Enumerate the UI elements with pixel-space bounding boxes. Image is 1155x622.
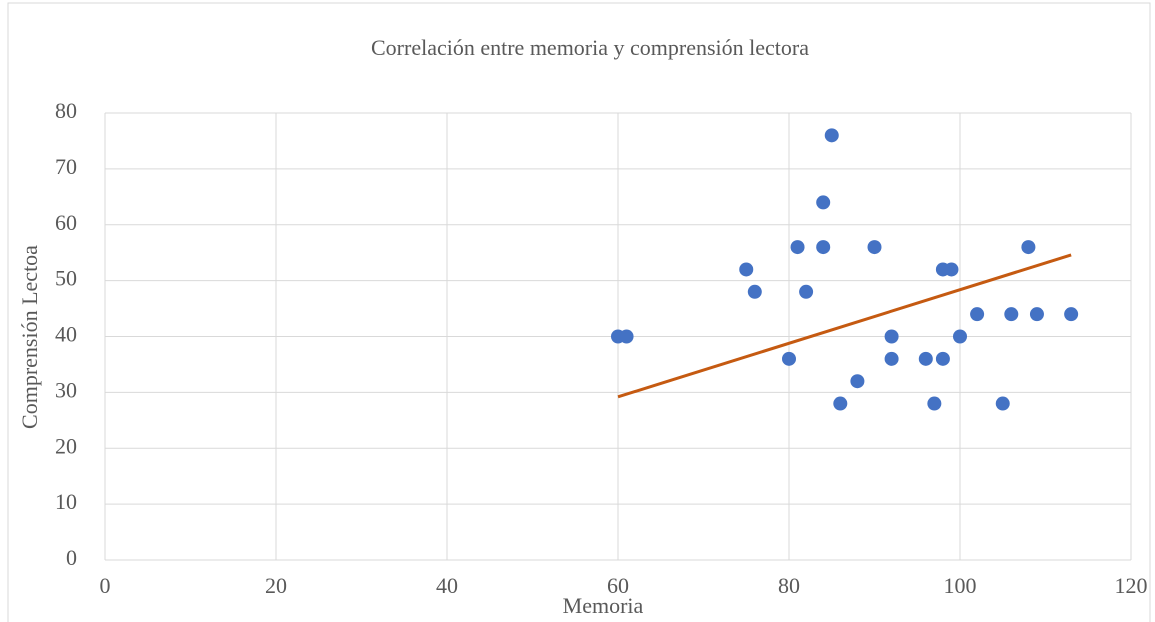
x-tick-label: 80 xyxy=(778,573,800,598)
y-tick-label: 60 xyxy=(55,210,77,235)
x-tick-label: 0 xyxy=(100,573,111,598)
point xyxy=(816,195,831,210)
point xyxy=(995,396,1010,411)
point xyxy=(884,351,899,366)
point xyxy=(824,128,839,143)
point xyxy=(1029,307,1044,322)
point xyxy=(1064,307,1079,322)
x-tick-label: 100 xyxy=(944,573,977,598)
chart-title: Correlación entre memoria y comprensión … xyxy=(371,35,809,60)
point xyxy=(739,262,754,277)
y-tick-label: 30 xyxy=(55,377,77,402)
point xyxy=(927,396,942,411)
point xyxy=(953,329,967,344)
point xyxy=(850,374,865,389)
point xyxy=(799,284,814,299)
x-tick-label: 20 xyxy=(265,573,287,598)
y-tick-label: 70 xyxy=(55,154,77,179)
y-tick-label: 80 xyxy=(55,98,77,123)
y-tick-label: 10 xyxy=(55,489,77,514)
y-axis-label: Comprensión Lectoa xyxy=(17,245,42,429)
point xyxy=(935,351,950,366)
y-tick-label: 40 xyxy=(55,322,77,347)
point xyxy=(884,329,899,344)
point xyxy=(782,351,796,366)
point xyxy=(970,307,985,322)
y-tick-label: 50 xyxy=(55,266,77,291)
chart-frame xyxy=(7,2,1151,622)
point xyxy=(619,329,634,344)
point xyxy=(1021,240,1036,255)
point xyxy=(1004,307,1019,322)
trendline xyxy=(617,253,1072,399)
point xyxy=(790,240,805,255)
point xyxy=(918,351,933,366)
x-tick-label: 40 xyxy=(436,573,458,598)
point xyxy=(816,240,831,255)
x-tick-label: 120 xyxy=(1115,573,1148,598)
point xyxy=(944,262,959,277)
point xyxy=(833,396,848,411)
point xyxy=(747,284,762,299)
y-tick-label: 0 xyxy=(66,545,77,570)
y-tick-label: 20 xyxy=(55,433,77,458)
x-axis-label: Memoria xyxy=(563,593,644,618)
point xyxy=(867,240,882,255)
x-tick-label: 60 xyxy=(607,573,629,598)
